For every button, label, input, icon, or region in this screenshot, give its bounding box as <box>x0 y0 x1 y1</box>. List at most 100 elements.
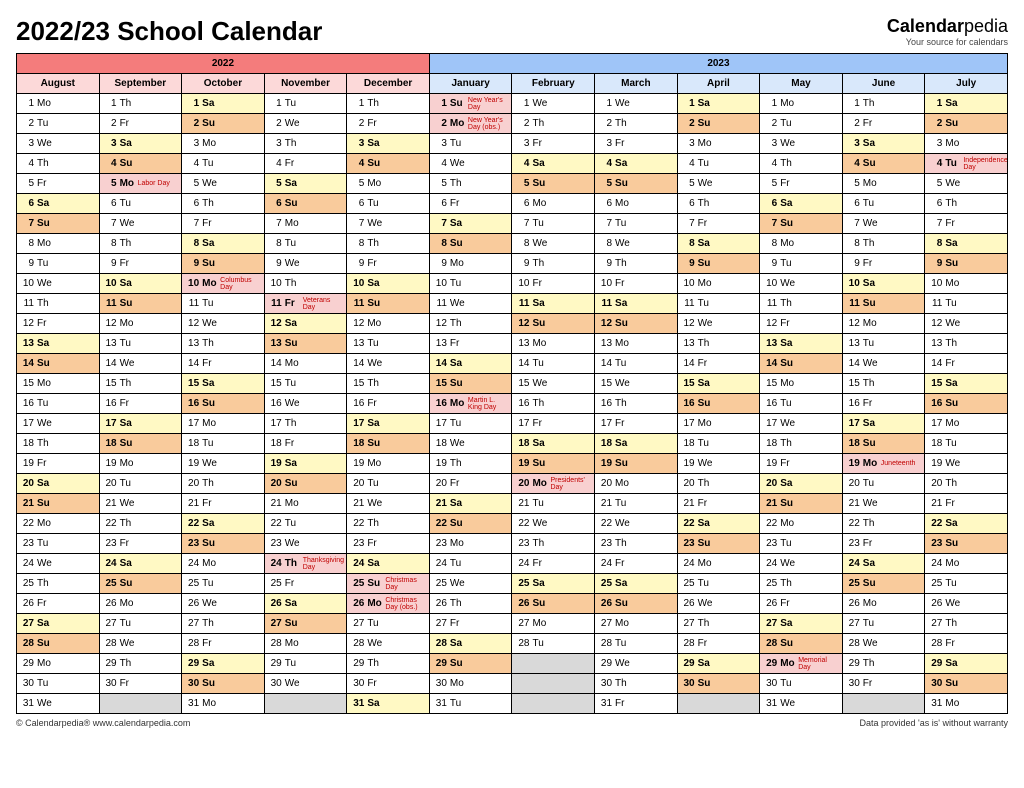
calendar-cell: 28We <box>842 634 925 654</box>
calendar-cell: 21Fr <box>677 494 760 514</box>
calendar-cell: 31Mo <box>925 694 1008 714</box>
calendar-cell: 7Sa <box>429 214 512 234</box>
calendar-cell: 7Su <box>17 214 100 234</box>
calendar-cell: 12Su <box>595 314 678 334</box>
calendar-cell: 8Th <box>99 234 182 254</box>
calendar-cell: 20Th <box>677 474 760 494</box>
calendar-cell: 14We <box>99 354 182 374</box>
calendar-cell: 11Tu <box>925 294 1008 314</box>
calendar-cell: 28Tu <box>512 634 595 654</box>
calendar-cell: 16Th <box>512 394 595 414</box>
calendar-cell: 15Sa <box>925 374 1008 394</box>
calendar-cell: 4TuIndependence Day <box>925 154 1008 174</box>
calendar-cell: 10MoColumbus Day <box>182 274 265 294</box>
calendar-cell: 13Tu <box>99 334 182 354</box>
calendar-cell: 22Su <box>429 514 512 534</box>
calendar-cell: 3Sa <box>347 134 430 154</box>
calendar-cell: 5Fr <box>760 174 843 194</box>
calendar-cell: 6Mo <box>595 194 678 214</box>
calendar-cell: 6Tu <box>347 194 430 214</box>
calendar-cell: 23Mo <box>429 534 512 554</box>
calendar-cell: 21Mo <box>264 494 347 514</box>
year-header: 2023 <box>429 54 1007 74</box>
calendar-cell: 10Th <box>264 274 347 294</box>
calendar-cell: 20Mo <box>595 474 678 494</box>
calendar-cell: 6Mo <box>512 194 595 214</box>
calendar-cell: 10Mo <box>677 274 760 294</box>
calendar-cell: 2MoNew Year's Day (obs.) <box>429 114 512 134</box>
calendar-cell: 19We <box>182 454 265 474</box>
calendar-cell: 24Mo <box>182 554 265 574</box>
calendar-cell: 4Th <box>760 154 843 174</box>
calendar-cell: 5Mo <box>347 174 430 194</box>
calendar-cell: 27Th <box>925 614 1008 634</box>
calendar-cell: 16Fr <box>842 394 925 414</box>
calendar-cell: 23Fr <box>842 534 925 554</box>
calendar-cell: 2We <box>264 114 347 134</box>
calendar-cell: 4Fr <box>264 154 347 174</box>
calendar-cell: 28Fr <box>677 634 760 654</box>
calendar-cell: 28Su <box>760 634 843 654</box>
calendar-cell: 17Th <box>264 414 347 434</box>
calendar-cell: 21Sa <box>429 494 512 514</box>
calendar-cell: 28Sa <box>429 634 512 654</box>
calendar-cell: 2Th <box>512 114 595 134</box>
calendar-cell: 28Mo <box>264 634 347 654</box>
month-header: September <box>99 74 182 94</box>
calendar-cell: 22Sa <box>925 514 1008 534</box>
calendar-cell: 21Su <box>17 494 100 514</box>
calendar-cell: 15We <box>512 374 595 394</box>
calendar-cell: 26Sa <box>264 594 347 614</box>
footer-left: © Calendarpedia® www.calendarpedia.com <box>16 718 190 728</box>
calendar-cell: 5Sa <box>264 174 347 194</box>
calendar-cell: 9Th <box>512 254 595 274</box>
calendar-cell: 14We <box>347 354 430 374</box>
calendar-cell: 4Tu <box>677 154 760 174</box>
calendar-cell: 13Tu <box>347 334 430 354</box>
calendar-cell: 17We <box>17 414 100 434</box>
calendar-cell: 18Tu <box>182 434 265 454</box>
calendar-cell: 15Th <box>347 374 430 394</box>
calendar-cell: 6Su <box>264 194 347 214</box>
calendar-cell: 31We <box>760 694 843 714</box>
calendar-cell: 27Mo <box>595 614 678 634</box>
calendar-cell: 1Mo <box>17 94 100 114</box>
calendar-cell: 25Sa <box>512 574 595 594</box>
calendar-cell: 24We <box>17 554 100 574</box>
calendar-cell: 7Fr <box>925 214 1008 234</box>
calendar-cell: 14We <box>842 354 925 374</box>
calendar-cell: 30Su <box>182 674 265 694</box>
month-header: June <box>842 74 925 94</box>
calendar-cell: 23Fr <box>99 534 182 554</box>
calendar-cell: 14Tu <box>512 354 595 374</box>
calendar-cell: 24ThThanksgiving Day <box>264 554 347 574</box>
calendar-cell: 11Sa <box>595 294 678 314</box>
calendar-cell: 24Sa <box>842 554 925 574</box>
calendar-cell: 24Mo <box>677 554 760 574</box>
year-header: 2022 <box>17 54 430 74</box>
calendar-cell: 11Sa <box>512 294 595 314</box>
calendar-cell: 14Tu <box>595 354 678 374</box>
calendar-cell: 12We <box>925 314 1008 334</box>
calendar-cell: 26Mo <box>842 594 925 614</box>
calendar-cell: 19Fr <box>17 454 100 474</box>
calendar-cell: 1Mo <box>760 94 843 114</box>
calendar-cell: 18Sa <box>512 434 595 454</box>
calendar-cell: 16Tu <box>17 394 100 414</box>
calendar-cell: 28Fr <box>182 634 265 654</box>
calendar-cell: 26Fr <box>17 594 100 614</box>
calendar-cell: 3Mo <box>677 134 760 154</box>
calendar-cell: 4Su <box>347 154 430 174</box>
calendar-cell: 18Tu <box>677 434 760 454</box>
calendar-cell: 2Fr <box>842 114 925 134</box>
calendar-cell: 3Sa <box>99 134 182 154</box>
calendar-cell: 5We <box>925 174 1008 194</box>
calendar-cell: 16Tu <box>760 394 843 414</box>
calendar-cell: 31Fr <box>595 694 678 714</box>
calendar-cell: 6Tu <box>842 194 925 214</box>
brand: Calendarpedia Your source for calendars <box>887 16 1008 47</box>
calendar-cell: 18Th <box>17 434 100 454</box>
calendar-cell: 27Tu <box>347 614 430 634</box>
calendar-cell: 18Sa <box>595 434 678 454</box>
calendar-cell: 25Su <box>842 574 925 594</box>
